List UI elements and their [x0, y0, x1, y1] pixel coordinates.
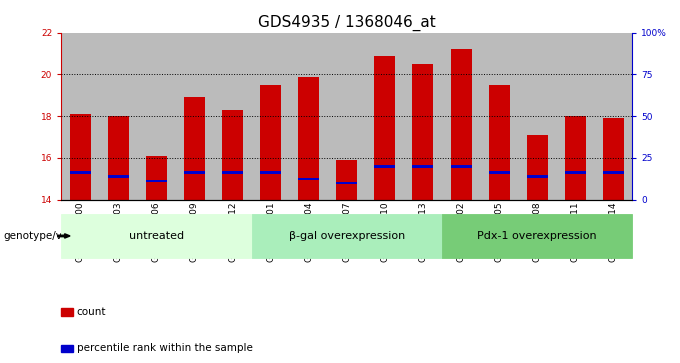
Bar [108, 116, 129, 200]
Bar [480, 33, 518, 200]
Bar [451, 49, 471, 200]
Bar [375, 56, 395, 200]
Bar [556, 33, 594, 200]
Bar [518, 33, 556, 200]
Bar [252, 33, 290, 200]
Title: GDS4935 / 1368046_at: GDS4935 / 1368046_at [258, 15, 436, 31]
Bar [184, 171, 205, 174]
Bar [527, 175, 547, 178]
Bar [489, 85, 509, 200]
Bar [61, 33, 99, 200]
Bar [565, 171, 585, 174]
Bar [222, 110, 243, 200]
Bar [442, 33, 480, 200]
Text: count: count [77, 307, 106, 317]
Bar [137, 33, 175, 200]
Bar [222, 171, 243, 174]
Bar [328, 33, 366, 200]
Bar [290, 33, 328, 200]
Bar [260, 85, 281, 200]
Bar [603, 118, 624, 200]
Bar [413, 165, 433, 167]
Bar [337, 182, 357, 184]
Text: β-gal overexpression: β-gal overexpression [289, 231, 405, 241]
Bar [299, 178, 319, 180]
Bar [603, 171, 624, 174]
Bar [214, 33, 252, 200]
Bar [527, 135, 547, 200]
Bar [413, 64, 433, 200]
Bar [146, 180, 167, 182]
Bar [70, 171, 90, 174]
Bar [366, 33, 404, 200]
Bar [375, 165, 395, 167]
Bar [184, 97, 205, 200]
Text: genotype/variation: genotype/variation [3, 231, 103, 241]
Bar [99, 33, 137, 200]
Bar [594, 33, 632, 200]
Text: percentile rank within the sample: percentile rank within the sample [77, 343, 253, 354]
Bar [404, 33, 442, 200]
Bar [489, 171, 509, 174]
Text: untreated: untreated [129, 231, 184, 241]
Bar [146, 156, 167, 200]
Bar [108, 175, 129, 178]
Bar [70, 114, 90, 200]
Bar [337, 160, 357, 200]
Bar [260, 171, 281, 174]
Bar [565, 116, 585, 200]
Bar [299, 77, 319, 200]
Bar [451, 165, 471, 167]
Bar [175, 33, 214, 200]
Text: Pdx-1 overexpression: Pdx-1 overexpression [477, 231, 597, 241]
